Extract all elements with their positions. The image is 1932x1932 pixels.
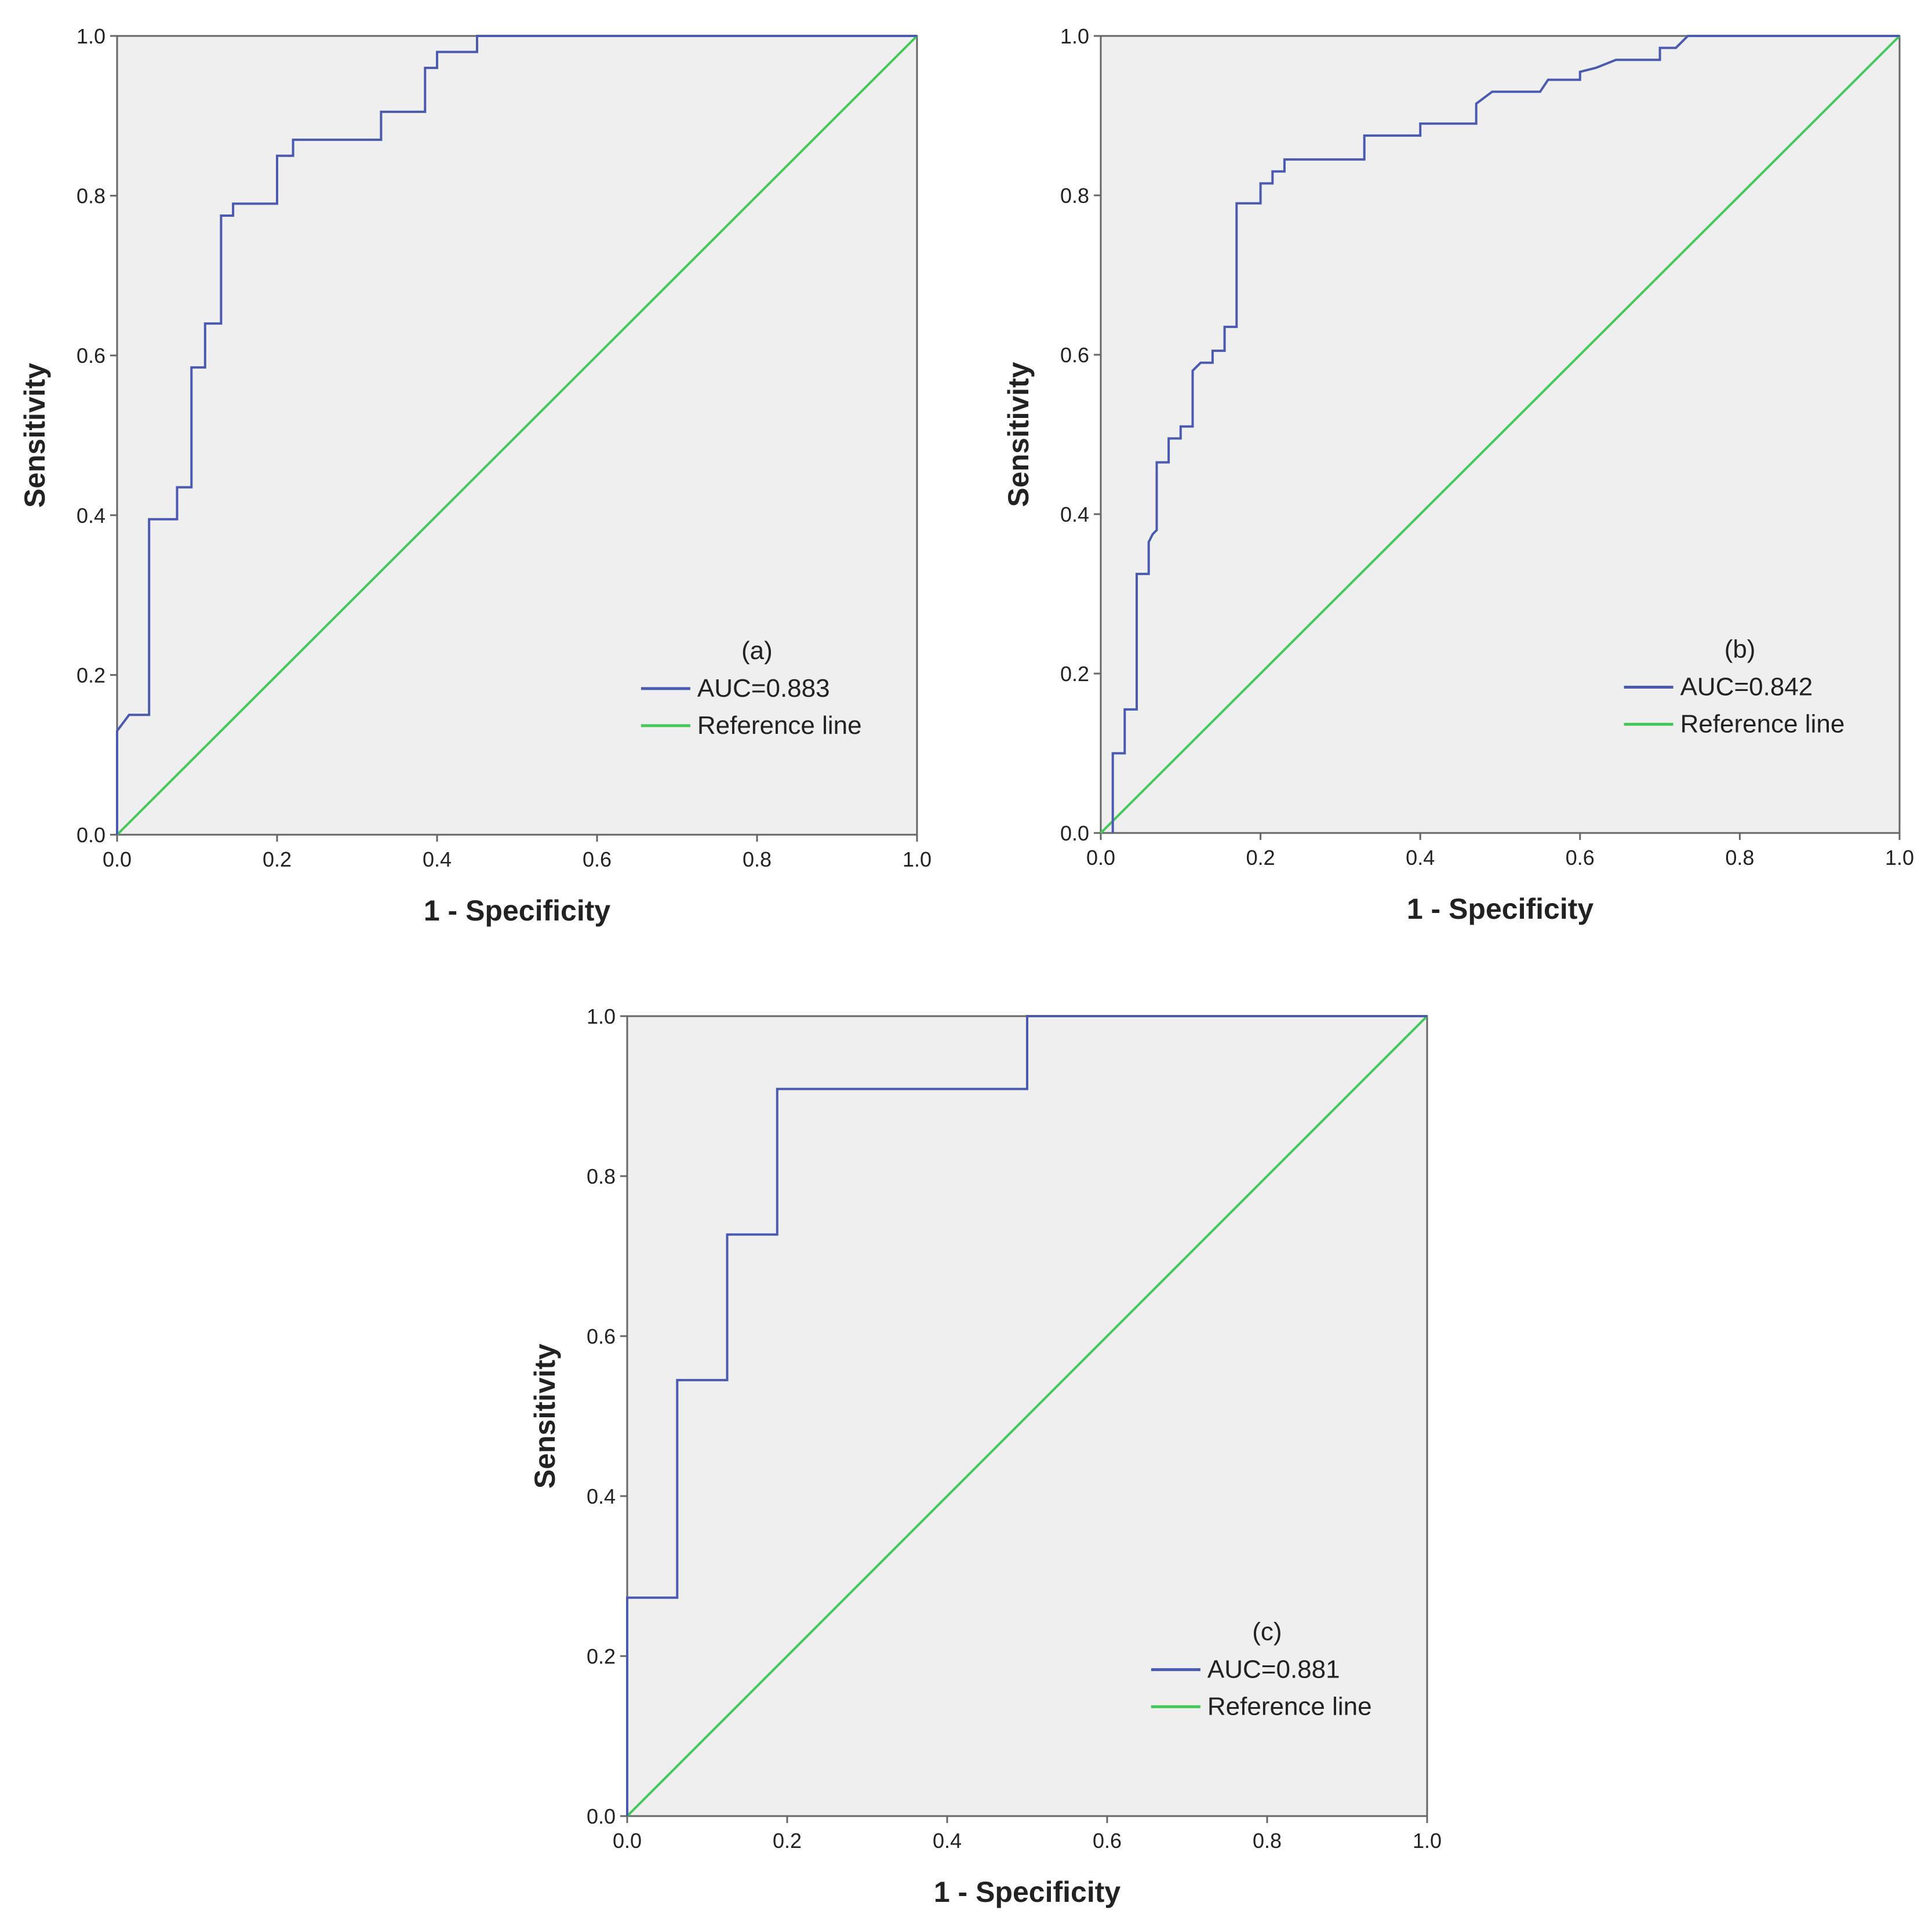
x-tick-label: 0.0 [1086, 846, 1115, 869]
roc-curve [1111, 35, 1900, 833]
y-tick-label: 1.0 [77, 24, 105, 48]
roc-curve [116, 35, 917, 835]
panel-label: (c) [1252, 1617, 1282, 1646]
x-tick-label: 1.0 [1413, 1829, 1442, 1853]
y-tick-label: 0.2 [1060, 662, 1089, 686]
y-tick-label: 0.0 [77, 823, 105, 847]
x-tick-label: 0.0 [613, 1829, 642, 1853]
y-tick-label: 0.8 [1060, 184, 1089, 208]
roc-curve [626, 1015, 1427, 1816]
y-tick-label: 0.0 [587, 1804, 616, 1828]
y-tick-label: 1.0 [1060, 24, 1089, 48]
y-tick-label: 0.2 [587, 1644, 616, 1668]
x-tick-label: 0.4 [423, 847, 452, 871]
roc-panel-1: 0.00.0 0.2 0.2 0.4 0.4 0.6 0.6 0.8 0.8 1.0 1.0 1 - … [19, 24, 932, 927]
x-tick-label: 0.8 [1725, 846, 1754, 869]
y-tick-label: 0.8 [587, 1165, 616, 1188]
x-tick-label: 1.0 [903, 847, 932, 871]
x-tick-label: 1.0 [1885, 846, 1914, 869]
y-tick-label: 0.4 [1060, 503, 1089, 526]
legend-reference-label: Reference line [697, 711, 862, 740]
reference-line [116, 35, 918, 836]
y-tick-label: 0.6 [1060, 343, 1089, 367]
legend-auc-label: AUC=0.883 [697, 674, 830, 703]
y-tick-label: 0.8 [77, 184, 105, 208]
x-axis-title: 1 - Specificity [424, 894, 611, 927]
x-tick-label: 0.6 [1566, 846, 1595, 869]
y-axis-title: Sensitivity [1002, 362, 1035, 507]
y-tick-label: 0.6 [587, 1325, 616, 1348]
x-tick-label: 0.2 [263, 847, 292, 871]
x-tick-label: 0.2 [773, 1829, 802, 1853]
x-tick-label: 0.0 [103, 847, 132, 871]
reference-line [1100, 35, 1901, 834]
panel-label: (a) [741, 636, 773, 665]
y-tick-label: 0.0 [1060, 821, 1089, 845]
y-axis-title: Sensitivity [529, 1344, 561, 1489]
y-tick-label: 0.4 [587, 1485, 616, 1508]
panel-label: (b) [1724, 635, 1756, 664]
y-tick-label: 1.0 [587, 1005, 616, 1028]
roc-panel-2: 0.00.0 0.2 0.2 0.4 0.4 0.6 0.6 0.8 0.8 1.0 1.0 1 - … [1002, 24, 1914, 925]
y-axis-title: Sensitivity [19, 363, 51, 508]
legend-auc-label: AUC=0.881 [1207, 1655, 1340, 1683]
x-axis-title: 1 - Specificity [1407, 893, 1594, 925]
y-tick-label: 0.2 [77, 663, 105, 687]
x-axis-title: 1 - Specificity [934, 1876, 1121, 1908]
y-tick-label: 0.6 [77, 344, 105, 368]
roc-panel-3: 0.00.0 0.2 0.2 0.4 0.4 0.6 0.6 0.8 0.8 1.0 1.0 1 - … [529, 1005, 1442, 1908]
x-tick-label: 0.8 [743, 847, 772, 871]
x-tick-label: 0.2 [1246, 846, 1275, 869]
reference-line [626, 1015, 1428, 1817]
legend-auc-label: AUC=0.842 [1680, 673, 1813, 701]
legend-reference-label: Reference line [1680, 710, 1845, 738]
x-tick-label: 0.6 [1093, 1829, 1122, 1853]
y-tick-label: 0.4 [77, 504, 105, 527]
x-tick-label: 0.4 [933, 1829, 962, 1853]
x-tick-label: 0.6 [583, 847, 612, 871]
legend-reference-label: Reference line [1207, 1692, 1372, 1720]
x-tick-label: 0.4 [1406, 846, 1435, 869]
x-tick-label: 0.8 [1253, 1829, 1282, 1853]
